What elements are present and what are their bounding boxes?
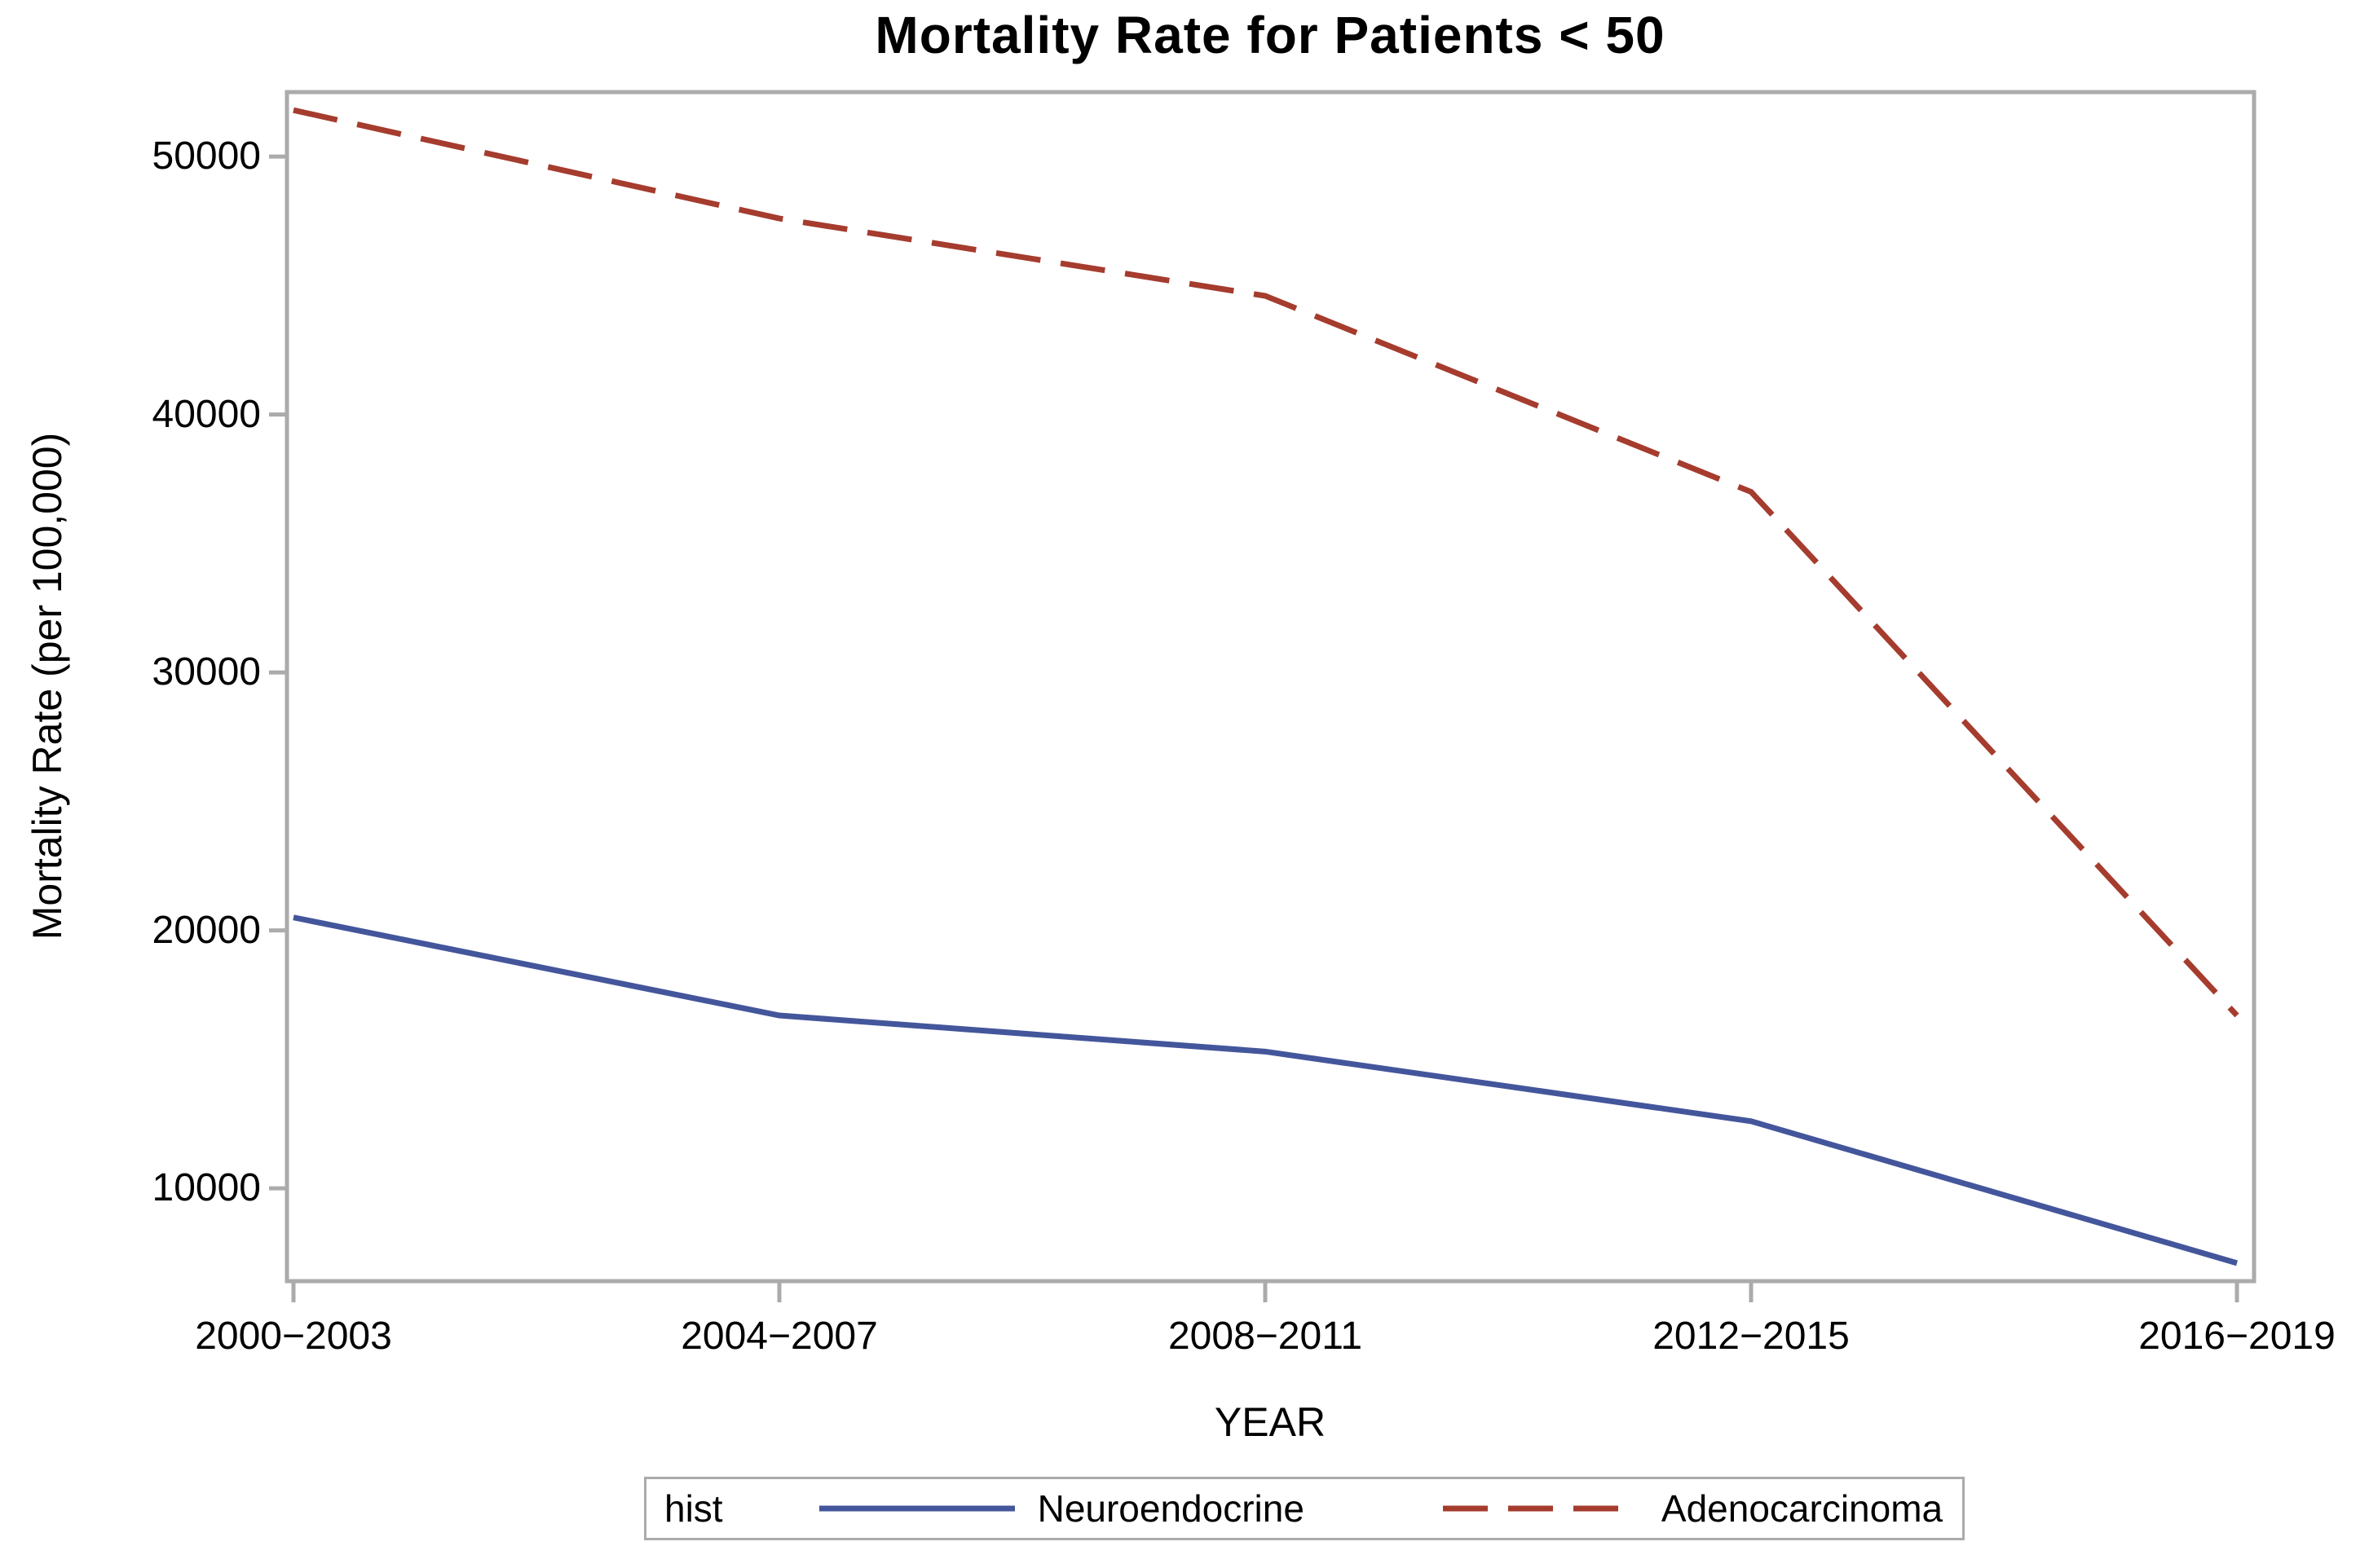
legend-label: Neuroendocrine — [1037, 1487, 1304, 1530]
y-tick-label: 10000 — [152, 1166, 261, 1210]
legend-entry-neuroendocrine: Neuroendocrine — [818, 1487, 1304, 1531]
y-tick-label: 20000 — [152, 908, 261, 952]
x-tick-label: 2008−2011 — [1167, 1315, 1363, 1358]
series-line-neuroendocrine — [293, 914, 2238, 1266]
legend-entries: Neuroendocrine Adenocarcinoma — [818, 1487, 1943, 1531]
y-tick-label: 50000 — [152, 134, 261, 178]
plot-frame — [285, 90, 2257, 1284]
y-tick-label: 40000 — [152, 392, 261, 436]
legend-line-swatch — [1442, 1505, 1639, 1512]
legend-line-swatch — [818, 1505, 1015, 1512]
legend-label: Adenocarcinoma — [1661, 1487, 1943, 1530]
x-axis-title: YEAR — [1214, 1399, 1326, 1445]
x-tick-label: 2004−2007 — [681, 1315, 878, 1358]
x-tick-label: 2012−2015 — [1652, 1315, 1850, 1358]
x-tick-label: 2016−2019 — [2138, 1315, 2336, 1358]
legend-title: hist — [664, 1487, 723, 1530]
legend-entry-adenocarcinoma: Adenocarcinoma — [1442, 1487, 1943, 1531]
y-tick-label: 30000 — [152, 650, 261, 694]
legend: hist Neuroendocrine Adenocarcinoma — [644, 1477, 1965, 1540]
x-tick-label: 2000−2003 — [195, 1315, 392, 1358]
chart-title: Mortality Rate for Patients < 50 — [875, 6, 1665, 64]
series-line-adenocarcinoma — [293, 107, 2239, 1018]
